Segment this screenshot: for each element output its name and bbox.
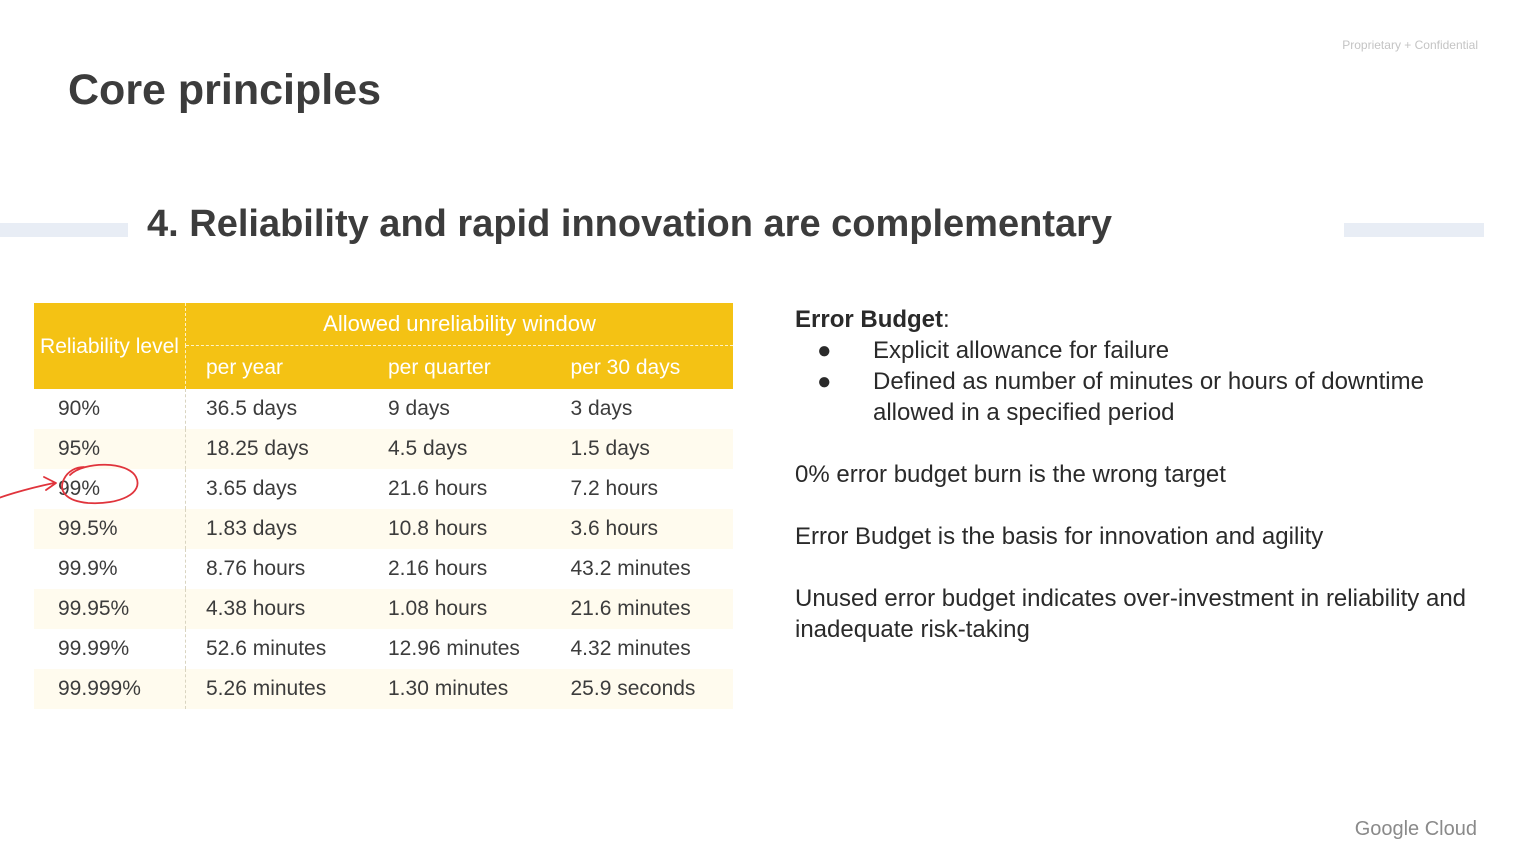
reliability-level-cell: 90%: [34, 389, 186, 429]
per-year-cell: 8.76 hours: [206, 557, 306, 580]
reliability-level-value: 99%: [58, 477, 101, 500]
per-year-cell: 5.26 minutes: [185, 669, 368, 709]
google-cloud-logo: Google Cloud: [1354, 818, 1477, 840]
per-30-days-cell: 3.6 hours: [550, 509, 733, 549]
per-year-cell: 36.5 days: [206, 397, 298, 420]
heading-colon: :: [943, 306, 950, 333]
reliability-level-cell-annotated: 99%: [0, 463, 186, 509]
per-quarter-cell: 10.8 hours: [368, 509, 551, 549]
per-quarter-cell: 4.5 days: [368, 429, 551, 469]
reliability-level-header: Reliability level: [34, 303, 186, 389]
decorative-bar-left: [0, 223, 128, 237]
per-quarter-cell: 12.96 minutes: [388, 637, 520, 660]
table-row: 99.999% 5.26 minutes 1.30 minutes 25.9 s…: [34, 669, 733, 709]
per-year-cell: 3.65 days: [206, 477, 298, 500]
bullet-text: Explicit allowance for failure: [873, 337, 1170, 364]
per-30-days-cell: 3 days: [570, 397, 633, 420]
per-quarter-cell: 2.16 hours: [388, 557, 488, 580]
per-year-cell: 1.83 days: [185, 509, 368, 549]
per-quarter-cell: 1.08 hours: [368, 589, 551, 629]
unreliability-window-header: Allowed unreliability window: [185, 303, 733, 346]
per-30-days-cell: 7.2 hours: [570, 477, 659, 500]
table-row: 99% 3.65 days 21.6 hours 7.2 hours: [0, 463, 733, 509]
reliability-level-cell: 99.95%: [34, 589, 186, 629]
bullet-icon: ●: [817, 337, 832, 364]
circled-level: 99%: [0, 463, 139, 505]
error-budget-bullets: ● Explicit allowance for failure ● Defin…: [795, 335, 1505, 428]
error-budget-heading-line: Error Budget:: [795, 304, 1505, 335]
list-item: ● Defined as number of minutes or hours …: [795, 366, 1505, 428]
error-budget-heading: Error Budget: [795, 306, 944, 333]
per-year-cell: 18.25 days: [185, 429, 368, 469]
paragraph-over-investment: Unused error budget indicates over-inves…: [795, 585, 1467, 643]
paragraph-burn-target: 0% error budget burn is the wrong target: [795, 461, 1226, 488]
per-30-days-cell: 43.2 minutes: [570, 557, 691, 580]
table-row: 95% 18.25 days 4.5 days 1.5 days: [34, 429, 733, 469]
per-30-days-cell: 25.9 seconds: [550, 669, 733, 709]
per-30-days-cell: 4.32 minutes: [570, 637, 691, 660]
per-30-days-cell: 1.5 days: [550, 429, 733, 469]
reliability-level-cell: 95%: [34, 429, 186, 469]
decorative-bar-right: [1344, 223, 1484, 237]
slide-title: Core principles: [68, 66, 382, 114]
per-quarter-cell: 1.30 minutes: [368, 669, 551, 709]
table-row: 90% 36.5 days 9 days 3 days: [34, 389, 733, 429]
list-item: ● Explicit allowance for failure: [795, 335, 1505, 366]
bullet-icon: ●: [817, 368, 832, 395]
column-header-per-quarter: per quarter: [368, 345, 551, 389]
reliability-table: Reliability level Allowed unreliability …: [0, 303, 733, 709]
table-row: 99.99% 52.6 minutes 12.96 minutes 4.32 m…: [34, 629, 733, 669]
column-header-per-year: per year: [185, 345, 368, 389]
reliability-level-cell: 99.5%: [34, 509, 186, 549]
error-budget-panel: Error Budget: ● Explicit allowance for f…: [795, 304, 1505, 645]
paragraph-innovation-basis: Error Budget is the basis for innovation…: [795, 523, 1324, 550]
reliability-level-cell: 99.99%: [34, 629, 186, 669]
per-year-cell: 4.38 hours: [185, 589, 368, 629]
column-header-per-30-days: per 30 days: [550, 345, 733, 389]
table-row: 99.95% 4.38 hours 1.08 hours 21.6 minute…: [34, 589, 733, 629]
per-year-cell: 52.6 minutes: [206, 637, 327, 660]
reliability-level-cell: 99.999%: [34, 669, 186, 709]
reliability-level-cell: 99.9%: [34, 549, 186, 589]
bullet-text: Defined as number of minutes or hours of…: [873, 368, 1424, 426]
per-quarter-cell: 21.6 hours: [388, 477, 488, 500]
slide-subtitle: 4. Reliability and rapid innovation are …: [147, 203, 1113, 245]
table-row: 99.9% 8.76 hours 2.16 hours 43.2 minutes: [34, 549, 733, 589]
table-row: 99.5% 1.83 days 10.8 hours 3.6 hours: [34, 509, 733, 549]
per-quarter-cell: 9 days: [388, 397, 450, 420]
confidential-label: Proprietary + Confidential: [1342, 38, 1478, 52]
per-30-days-cell: 21.6 minutes: [550, 589, 733, 629]
